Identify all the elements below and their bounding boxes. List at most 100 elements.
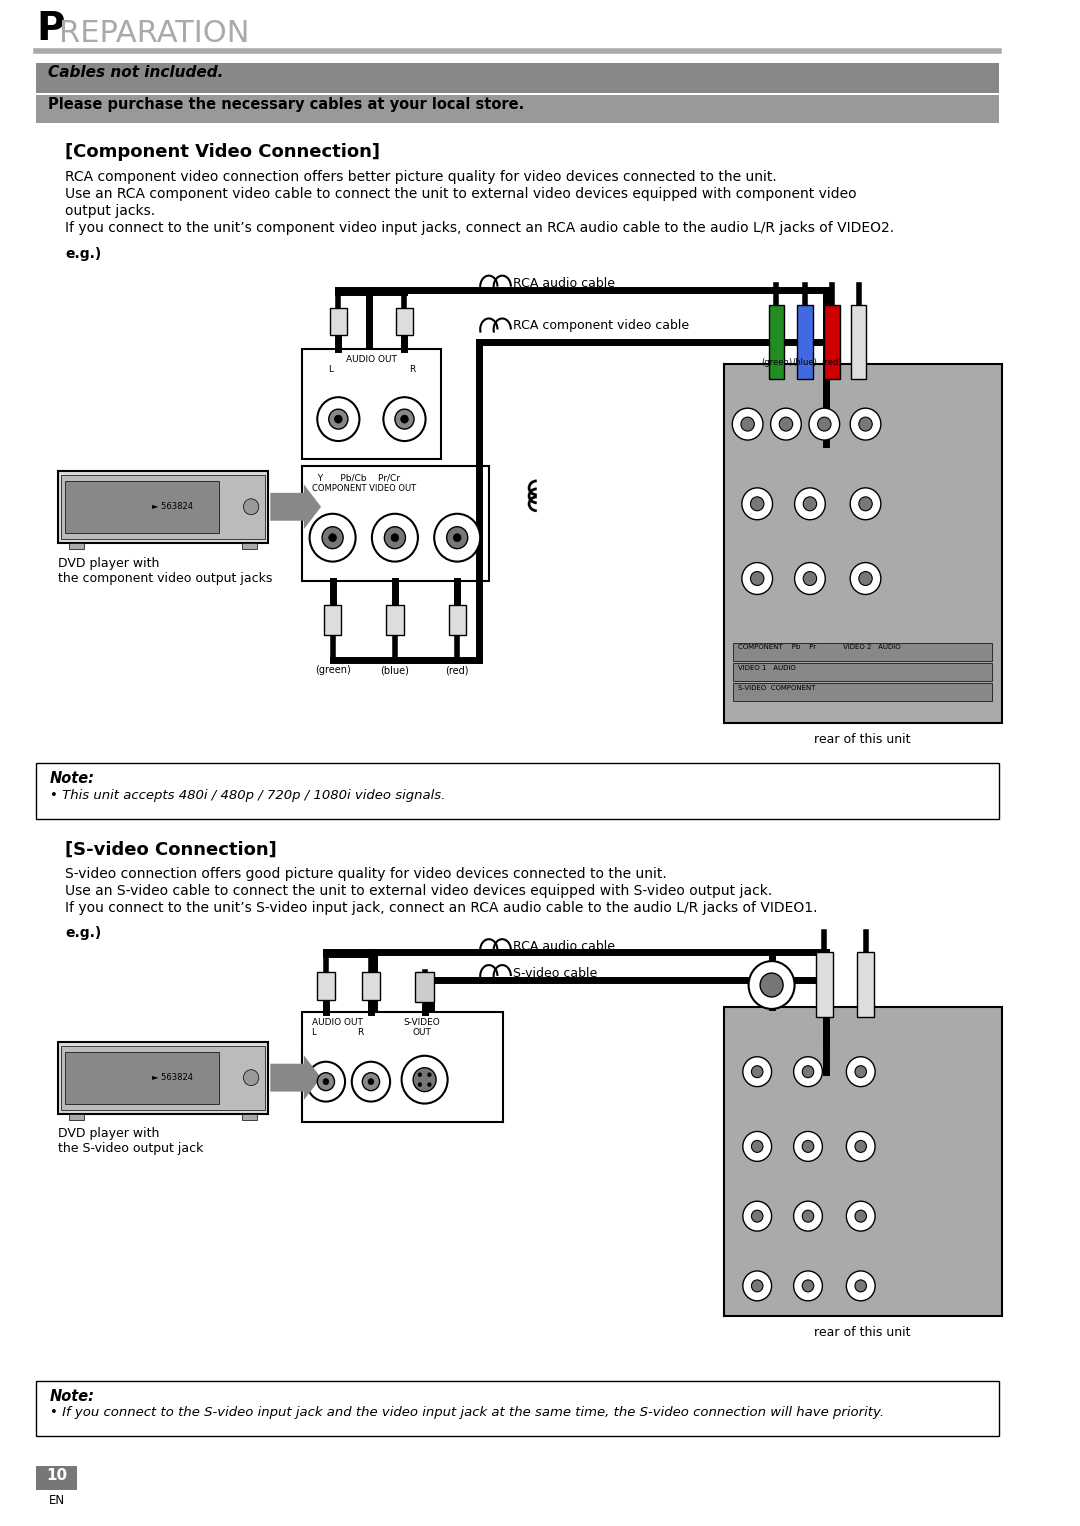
Circle shape [384,526,405,549]
Circle shape [243,499,259,514]
Circle shape [352,1062,390,1102]
Text: S-VIDEO  COMPONENT: S-VIDEO COMPONENT [738,685,815,691]
Text: (blue): (blue) [380,665,409,674]
Circle shape [401,415,408,423]
Circle shape [418,1073,422,1077]
Circle shape [743,1201,771,1231]
Text: REPARATION: REPARATION [59,18,249,47]
Circle shape [743,1131,771,1161]
Text: If you connect to the unit’s S-video input jack, connect an RCA audio cable to t: If you connect to the unit’s S-video inp… [65,902,818,916]
Text: RCA component video cable: RCA component video cable [513,319,689,333]
Text: [S-video Connection]: [S-video Connection] [65,841,276,859]
Bar [69,1114,84,1120]
Bar [37,95,999,124]
Text: Y      Pb/Cb    Pr/Cr: Y Pb/Cb Pr/Cr [311,475,400,482]
Bar [851,305,866,380]
Circle shape [752,1210,762,1222]
Circle shape [243,1070,259,1085]
Circle shape [395,409,414,429]
Circle shape [752,1065,762,1077]
Text: Use an S-video cable to connect the unit to external video devices equipped with: Use an S-video cable to connect the unit… [65,885,772,899]
Circle shape [855,1280,866,1293]
Bar [57,1042,268,1114]
Circle shape [855,1210,866,1222]
Text: DVD player with
the component video output jacks: DVD player with the component video outp… [57,557,272,584]
Bar [302,349,441,459]
Circle shape [414,1068,436,1091]
Bar [37,64,999,93]
Circle shape [318,397,360,441]
Bar [242,543,257,549]
Text: (red): (red) [822,359,842,368]
Circle shape [307,1062,345,1102]
Text: (red): (red) [445,665,469,674]
Text: Note:: Note: [50,771,95,786]
Text: (blue): (blue) [793,359,818,368]
Circle shape [847,1201,875,1231]
Circle shape [850,407,881,439]
Circle shape [323,1079,328,1085]
FancyArrow shape [270,1056,321,1100]
Circle shape [743,1056,771,1087]
Circle shape [855,1140,866,1152]
Circle shape [751,497,764,511]
Circle shape [428,1082,431,1087]
Bar [62,1045,265,1109]
Text: S-video connection offers good picture quality for video devices connected to th: S-video connection offers good picture q… [65,867,667,882]
Bar [65,1051,218,1103]
Circle shape [804,497,816,511]
Circle shape [372,514,418,562]
Text: If you connect to the unit’s component video input jacks, connect an RCA audio c: If you connect to the unit’s component v… [65,221,894,235]
Circle shape [859,572,873,586]
Text: R: R [357,1029,364,1036]
Bar [324,606,341,635]
Text: 10: 10 [46,1468,67,1483]
Circle shape [732,407,762,439]
Bar [69,543,84,549]
Bar [57,472,268,543]
Bar [387,606,404,635]
Text: rear of this unit: rear of this unit [814,732,910,746]
Text: RCA component video connection offers better picture quality for video devices c: RCA component video connection offers be… [65,169,777,185]
Circle shape [802,1280,813,1293]
Bar [856,952,874,1016]
Text: • This unit accepts 480i / 480p / 720p / 1080i video signals.: • This unit accepts 480i / 480p / 720p /… [50,789,445,801]
Text: VIDEO 2   AUDIO: VIDEO 2 AUDIO [843,644,901,650]
Bar [362,972,379,1000]
Bar [733,684,993,700]
Circle shape [383,397,426,441]
Text: S-video cable: S-video cable [513,967,597,980]
Text: Please purchase the necessary cables at your local store.: Please purchase the necessary cables at … [48,98,524,113]
Circle shape [362,1073,379,1091]
Circle shape [818,417,831,430]
Bar [733,644,993,661]
Bar [242,1114,257,1120]
Circle shape [802,1210,813,1222]
Bar [329,308,347,336]
Circle shape [368,1079,374,1085]
Circle shape [318,1073,335,1091]
Circle shape [428,1073,431,1077]
Circle shape [434,514,481,562]
Circle shape [802,1065,813,1077]
Text: L: L [328,365,334,374]
Text: (green): (green) [760,359,792,368]
Circle shape [310,514,355,562]
Bar [769,305,784,380]
Circle shape [748,961,795,1009]
Circle shape [752,1280,762,1293]
Text: COMPONENT    Pb    Pr: COMPONENT Pb Pr [738,644,816,650]
Circle shape [809,407,839,439]
FancyArrow shape [270,484,321,530]
Bar [37,1466,77,1489]
Circle shape [752,1140,762,1152]
Text: RCA audio cable: RCA audio cable [513,940,615,954]
Circle shape [794,1201,822,1231]
Text: output jacks.: output jacks. [65,204,156,218]
Circle shape [742,488,772,520]
Text: e.g.): e.g.) [65,926,102,940]
Text: EN: EN [49,1494,65,1508]
Bar [302,465,489,580]
Text: P: P [37,9,65,47]
Circle shape [771,407,801,439]
